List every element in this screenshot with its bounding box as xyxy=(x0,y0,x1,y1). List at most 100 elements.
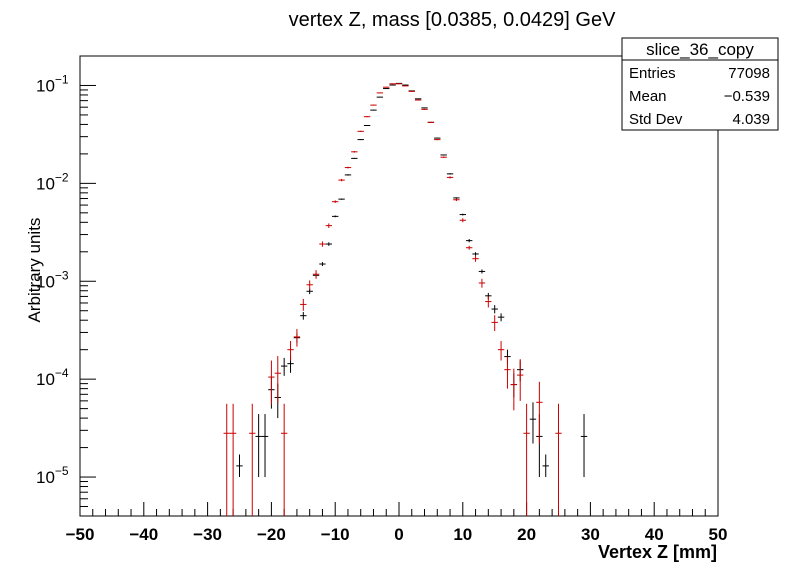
data-point xyxy=(306,280,313,290)
data-point xyxy=(402,85,409,87)
data-point xyxy=(465,239,473,243)
data-point xyxy=(434,138,441,141)
chart-title: vertex Z, mass [0.0385, 0.0429] GeV xyxy=(289,9,616,31)
data-point xyxy=(280,357,288,376)
data-point xyxy=(383,86,390,88)
data-point xyxy=(414,99,422,101)
data-point xyxy=(414,98,422,100)
data-point xyxy=(491,315,498,332)
y-tick-label: 10−4 xyxy=(36,366,69,389)
x-tick-labels: −50 −40 −30 −20 −10 0 10 20 30 40 50 xyxy=(66,525,728,544)
data-point xyxy=(472,252,479,256)
x-tick-label: 50 xyxy=(709,525,728,544)
data-point xyxy=(236,454,243,478)
data-point xyxy=(287,341,294,361)
stats-box-name: slice_36_copy xyxy=(646,40,754,59)
data-point xyxy=(510,368,518,411)
data-point xyxy=(223,403,230,516)
data-point xyxy=(325,242,333,246)
data-point xyxy=(472,255,479,262)
data-point xyxy=(580,414,588,478)
data-point xyxy=(280,403,288,516)
data-point xyxy=(363,116,371,118)
data-point xyxy=(459,213,466,216)
data-point xyxy=(319,241,326,247)
data-point xyxy=(497,313,505,322)
data-point xyxy=(255,414,262,478)
stats-box: slice_36_copy Entries 77098 Mean −0.539 … xyxy=(621,37,779,131)
data-point xyxy=(523,403,530,516)
data-point xyxy=(446,173,454,175)
x-tick-label: −30 xyxy=(193,525,222,544)
stats-stddev-value: 4.039 xyxy=(732,111,770,128)
data-point xyxy=(485,296,492,308)
data-point xyxy=(446,176,454,179)
data-point xyxy=(363,125,371,127)
x-tick-label: −50 xyxy=(66,525,95,544)
y-tick-labels: 10−5 10−4 10−3 10−2 10−1 xyxy=(36,72,69,487)
data-point xyxy=(370,104,377,106)
data-point xyxy=(376,92,384,94)
data-point xyxy=(274,356,281,403)
data-point xyxy=(555,403,562,516)
data-point xyxy=(344,166,352,169)
x-tick-label: 40 xyxy=(645,525,664,544)
x-tick-label: 10 xyxy=(453,525,472,544)
series-0 xyxy=(236,82,588,478)
data-point xyxy=(376,96,384,98)
data-point xyxy=(478,278,486,288)
data-point xyxy=(408,90,415,92)
data-point xyxy=(351,151,358,153)
data-point xyxy=(478,269,486,274)
data-point xyxy=(319,262,326,267)
data-point xyxy=(338,178,345,182)
data-point xyxy=(453,198,460,202)
data-point xyxy=(427,121,435,123)
data-point xyxy=(459,218,466,223)
data-point xyxy=(402,84,409,86)
data-point xyxy=(421,107,428,109)
data-point xyxy=(338,198,345,200)
data-point xyxy=(261,414,269,478)
stats-mean-label: Mean xyxy=(629,88,667,105)
stats-mean-value: −0.539 xyxy=(724,88,770,105)
data-point xyxy=(440,154,447,156)
data-point xyxy=(370,109,377,111)
data-point xyxy=(300,298,307,311)
data-point xyxy=(293,329,301,347)
data-point xyxy=(383,88,390,90)
data-point xyxy=(229,403,237,516)
data-point xyxy=(395,83,403,85)
x-tick-label: −10 xyxy=(321,525,350,544)
data-point xyxy=(332,215,339,218)
x-tick-label: −40 xyxy=(129,525,158,544)
data-point xyxy=(312,270,320,279)
data-point xyxy=(517,359,524,401)
data-point xyxy=(434,137,441,139)
data-point xyxy=(357,139,364,141)
y-tick-label: 10−5 xyxy=(36,464,69,487)
data-point xyxy=(453,197,460,199)
data-point xyxy=(249,403,256,516)
data-point xyxy=(332,200,339,204)
data-point xyxy=(389,83,396,85)
y-tick-label: 10−3 xyxy=(36,268,69,291)
x-tick-label: 20 xyxy=(517,525,536,544)
data-point xyxy=(497,341,505,361)
data-point xyxy=(440,156,447,158)
data-point xyxy=(389,84,396,86)
data-point xyxy=(491,305,498,314)
stats-entries-value: 77098 xyxy=(728,65,770,82)
data-point xyxy=(325,223,333,228)
data-series xyxy=(223,82,588,516)
x-axis-label: Vertex Z [mm] xyxy=(598,542,717,562)
data-point xyxy=(536,381,543,444)
data-point xyxy=(344,174,352,176)
x-tick-label: −20 xyxy=(257,525,286,544)
data-point xyxy=(504,356,511,389)
data-point xyxy=(421,108,428,110)
data-point xyxy=(529,402,537,444)
data-point xyxy=(357,130,364,132)
data-point xyxy=(300,312,307,320)
